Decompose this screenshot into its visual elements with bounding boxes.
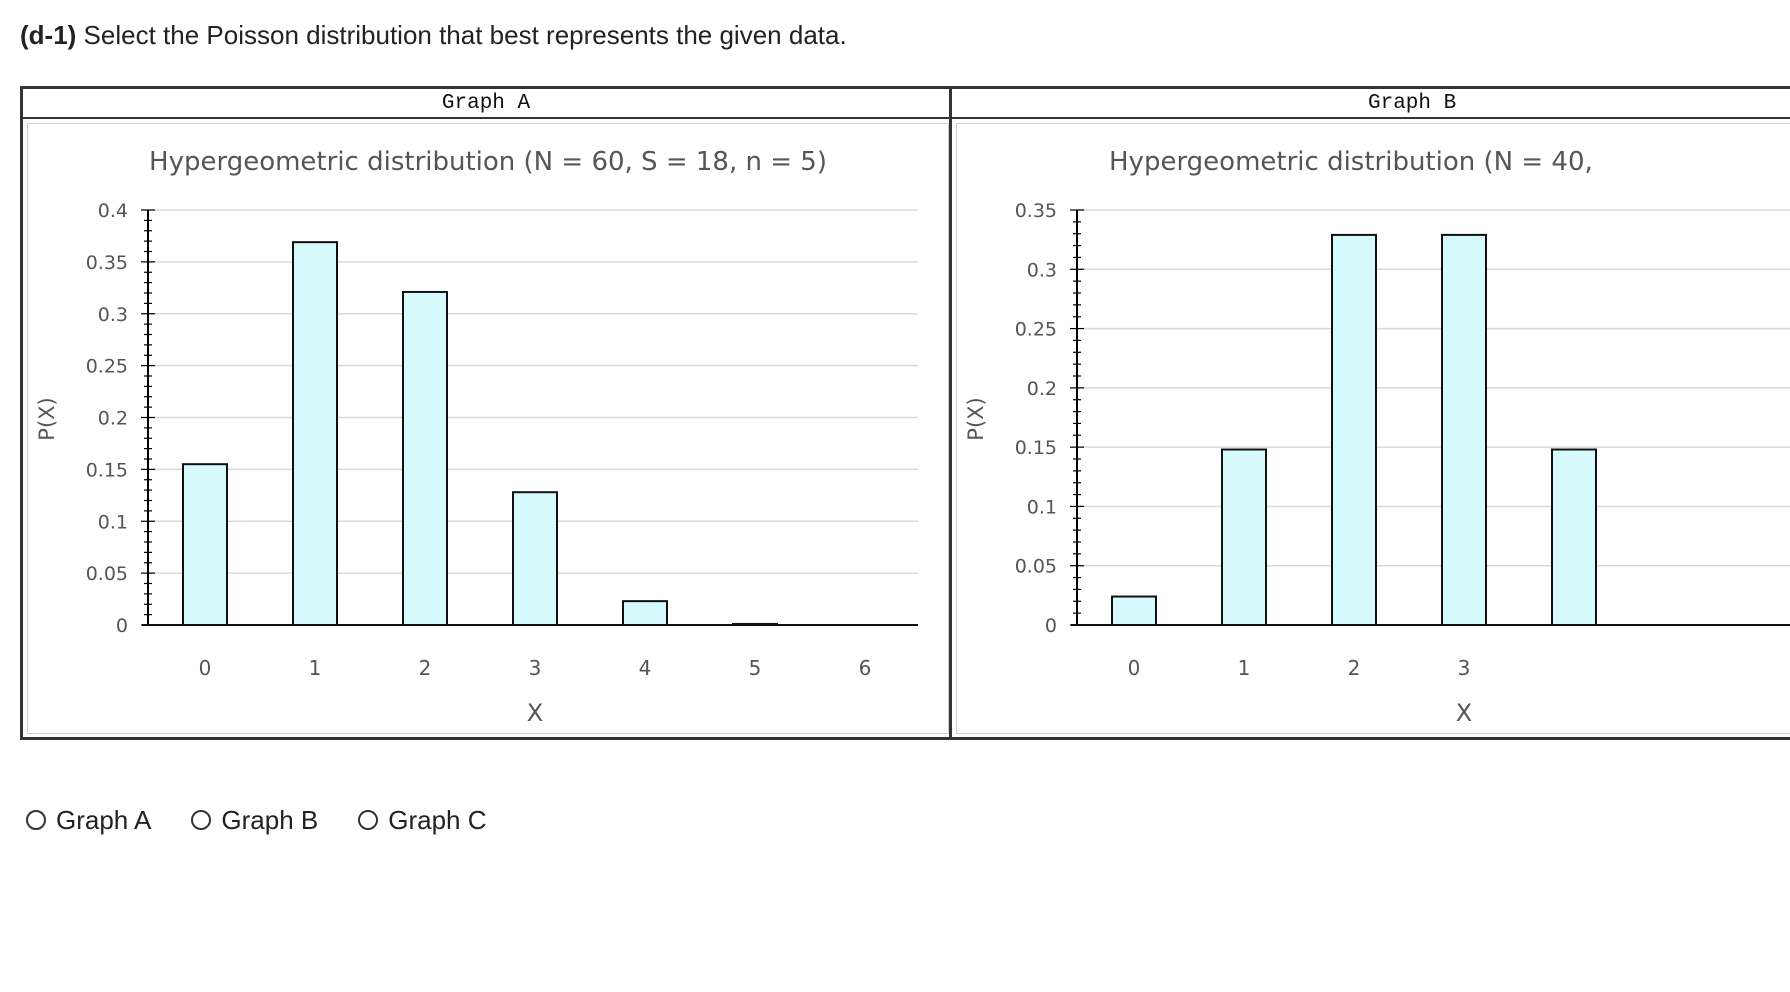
- question-prompt: Select the Poisson distribution that bes…: [76, 20, 847, 50]
- charta-x-tick-label: 0: [199, 656, 212, 680]
- question-text: (d-1) Select the Poisson distribution th…: [20, 20, 847, 51]
- chartb-x-tick-label: 2: [1348, 656, 1361, 680]
- chartb-y-tick-label: 0.15: [1015, 437, 1057, 459]
- charta-x-tick-label: 3: [529, 656, 542, 680]
- chartb-y-tick-label: 0.25: [1015, 319, 1057, 341]
- chartb-bar: [1221, 448, 1267, 626]
- graph-a-header: Graph A: [23, 89, 949, 119]
- radio-graph-b[interactable]: [191, 810, 212, 830]
- charta-y-axis-label: P(X): [35, 397, 59, 440]
- charta-title: Hypergeometric distribution (N = 60, S =…: [149, 147, 827, 177]
- option-graph-a-label: Graph A: [56, 804, 152, 835]
- chartb-y-tick-label: 0.05: [1015, 556, 1057, 578]
- graph-b-chart-box: Hypergeometric distribution (N = 40, 0 0.0…: [956, 123, 1790, 734]
- chartb-y-tick-label: 0.35: [1015, 200, 1057, 222]
- charta-bar: [622, 600, 668, 627]
- graph-a-chart: Hypergeometric distribution (N = 60, S =…: [35, 147, 918, 727]
- charta-y-tick-label: 0.4: [98, 200, 128, 222]
- charta-x-tick-label: 4: [639, 656, 652, 680]
- charta-bar: [292, 241, 338, 626]
- chartb-y-axis-label: P(X): [964, 397, 988, 440]
- chartb-x-axis-label: X: [1456, 699, 1472, 727]
- charta-y-tick-label: 0.35: [86, 252, 128, 274]
- graph-a-panel: Graph A Hypergeometric distribution (N =…: [23, 89, 952, 737]
- charta-x-tick-label: 1: [309, 656, 322, 680]
- graph-a-chart-box: Hypergeometric distribution (N = 60, S =…: [27, 123, 949, 734]
- chartb-x-tick-label: 1: [1238, 656, 1251, 680]
- question-number: (d-1): [20, 20, 77, 50]
- option-graph-b-label: Graph B: [221, 804, 319, 835]
- chartb-x-tick-label: 3: [1458, 656, 1471, 680]
- chartb-bar: [1441, 233, 1487, 627]
- option-graph-c[interactable]: Graph C: [358, 804, 487, 836]
- charta-y-tick-label: 0.15: [86, 459, 128, 481]
- chartb-x-tick-label: 0: [1128, 656, 1141, 680]
- option-graph-c-label: Graph C: [388, 804, 487, 835]
- chartb-bar: [1111, 595, 1157, 626]
- charta-x-tick-label: 6: [859, 656, 872, 680]
- graphs-table: Graph A Hypergeometric distribution (N =…: [20, 86, 1790, 740]
- charta-x-axis-label: X: [527, 699, 543, 727]
- charta-y-tick-label: 0.2: [98, 408, 128, 430]
- chartb-y-tick-label: 0.2: [1027, 378, 1057, 400]
- charta-y-tick-label: 0.1: [98, 511, 128, 533]
- charta-bar: [512, 491, 558, 627]
- chartb-bar: [1551, 448, 1597, 626]
- charta-y-tick-label: 0: [116, 615, 128, 637]
- charta-y-tick-label: 0.25: [86, 356, 128, 378]
- option-graph-b[interactable]: Graph B: [191, 805, 318, 836]
- charta-bar: [182, 463, 228, 626]
- answer-options: Graph A Graph B Graph C: [26, 800, 527, 840]
- charta-bar: [402, 290, 448, 626]
- chartb-y-tick-label: 0.3: [1027, 259, 1057, 281]
- charta-x-tick-label: 2: [419, 656, 432, 680]
- charta-y-tick-label: 0.05: [86, 563, 128, 585]
- option-graph-a[interactable]: Graph A: [26, 805, 151, 836]
- radio-graph-a[interactable]: [26, 810, 46, 830]
- radio-graph-c[interactable]: [358, 810, 379, 830]
- chartb-bar: [1331, 233, 1377, 627]
- chartb-title: Hypergeometric distribution (N = 40,: [1109, 147, 1593, 177]
- graph-b-chart: Hypergeometric distribution (N = 40, 0 0.0…: [964, 147, 1790, 727]
- chartb-y-tick-label: 0: [1045, 615, 1057, 637]
- chartb-y-tick-label: 0.1: [1027, 496, 1057, 518]
- graph-b-header: Graph B: [952, 89, 1790, 119]
- charta-y-tick-label: 0.3: [98, 304, 128, 326]
- charta-x-tick-label: 5: [749, 656, 762, 680]
- graph-b-panel: Graph B Hypergeometric distribution (N =…: [952, 89, 1790, 737]
